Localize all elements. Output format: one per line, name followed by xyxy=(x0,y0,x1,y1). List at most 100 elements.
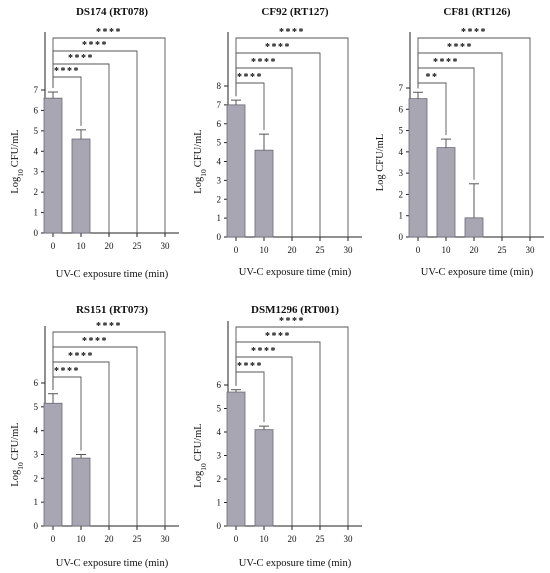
y-tick-label: 8 xyxy=(217,81,222,91)
significance-label: **** xyxy=(251,346,277,357)
x-tick-label: 25 xyxy=(498,245,508,255)
significance-label: **** xyxy=(237,361,263,372)
y-tick-label: 3 xyxy=(217,451,222,461)
x-axis-label: UV-C exposure time (min) xyxy=(239,558,352,569)
x-tick-label: 0 xyxy=(234,245,239,255)
y-tick-label: 7 xyxy=(217,100,222,110)
bar xyxy=(254,429,274,527)
significance-label: ** xyxy=(426,72,439,83)
significance-bracket xyxy=(235,37,349,237)
bar xyxy=(71,138,91,234)
y-tick-label: 2 xyxy=(399,189,404,199)
x-tick-label: 25 xyxy=(316,245,326,255)
y-tick-label: 3 xyxy=(399,168,404,178)
y-tick-label: 6 xyxy=(34,105,39,115)
bar xyxy=(464,217,484,238)
x-tick-label: 25 xyxy=(133,241,143,251)
x-tick-label: 0 xyxy=(51,534,56,544)
y-tick-label: 0 xyxy=(34,228,39,238)
x-tick-label: 0 xyxy=(416,245,421,255)
x-tick-label: 0 xyxy=(234,534,239,544)
y-axis-label: Log10CFU/mL xyxy=(10,129,25,193)
y-tick-label: 0 xyxy=(217,232,222,242)
significance-label: **** xyxy=(68,351,94,362)
significance-label: **** xyxy=(461,27,487,38)
x-tick-label: 30 xyxy=(526,245,536,255)
x-tick-label: 0 xyxy=(51,241,56,251)
significance-label: **** xyxy=(96,321,122,332)
y-tick-label: 2 xyxy=(34,187,39,197)
y-axis-label: Log CFU/mL xyxy=(375,134,386,191)
significance-bracket xyxy=(417,37,531,237)
y-tick-label: 1 xyxy=(217,498,222,508)
y-tick-label: 3 xyxy=(34,167,39,177)
chart-panel-3: RS151 (RT073) 0 1 2 3 4 5 6 0 10 20 25 30 **** **** ***… xyxy=(10,304,179,569)
significance-label: **** xyxy=(265,331,291,342)
y-tick-label: 1 xyxy=(399,211,404,221)
significance-label: **** xyxy=(279,316,305,327)
y-tick-label: 4 xyxy=(217,427,222,437)
y-tick-label: 2 xyxy=(217,194,222,204)
bar xyxy=(71,457,91,527)
y-axis-label: Log10CFU/mL xyxy=(10,422,25,486)
y-tick-label: 6 xyxy=(399,104,404,114)
chart-panel-1: CF92 (RT127) 0 1 2 3 4 5 6 7 8 0 10 20 25 30 **** **** **… xyxy=(193,6,362,278)
chart-panel-0: DS174 (RT078) 0 1 2 3 4 5 6 7 0 10 20 25 30 **** **** **… xyxy=(10,6,179,280)
significance-bracket xyxy=(52,50,138,233)
x-tick-label: 25 xyxy=(133,534,143,544)
y-tick-label: 0 xyxy=(399,232,404,242)
significance-label: **** xyxy=(68,53,94,64)
bar xyxy=(408,98,428,238)
chart-title: DSM1296 (RT001) xyxy=(251,304,339,316)
x-tick-label: 20 xyxy=(105,534,115,544)
significance-label: **** xyxy=(251,57,277,68)
bar xyxy=(254,149,274,238)
significance-bracket xyxy=(235,326,349,526)
x-tick-label: 10 xyxy=(260,245,270,255)
x-tick-label: 30 xyxy=(344,534,354,544)
significance-label: **** xyxy=(54,366,80,377)
y-tick-label: 2 xyxy=(34,473,39,483)
y-tick-label: 7 xyxy=(34,85,39,95)
y-tick-label: 4 xyxy=(217,157,222,167)
x-tick-label: 20 xyxy=(288,534,298,544)
x-tick-label: 25 xyxy=(316,534,326,544)
y-tick-label: 6 xyxy=(34,378,39,388)
x-tick-label: 10 xyxy=(77,534,87,544)
significance-label: **** xyxy=(96,27,122,38)
chart-title: CF81 (RT126) xyxy=(443,6,510,18)
chart-title: CF92 (RT127) xyxy=(261,6,328,18)
x-tick-label: 20 xyxy=(105,241,115,251)
bar xyxy=(226,391,246,527)
x-tick-label: 30 xyxy=(344,245,354,255)
x-tick-label: 20 xyxy=(470,245,480,255)
bar xyxy=(43,97,63,234)
y-tick-label: 5 xyxy=(399,126,404,136)
x-axis-label: UV-C exposure time (min) xyxy=(56,269,169,280)
bar xyxy=(436,147,456,238)
x-tick-label: 30 xyxy=(161,241,171,251)
y-tick-label: 6 xyxy=(217,380,222,390)
significance-label: **** xyxy=(279,27,305,38)
significance-label: **** xyxy=(237,72,263,83)
significance-label: **** xyxy=(265,42,291,53)
y-tick-label: 5 xyxy=(34,126,39,136)
significance-label: **** xyxy=(82,336,108,347)
y-tick-label: 4 xyxy=(34,146,39,156)
y-tick-label: 5 xyxy=(34,402,39,412)
y-axis-label: Log10CFU/mL xyxy=(193,129,208,193)
y-tick-label: 0 xyxy=(34,521,39,531)
significance-bracket xyxy=(52,331,166,526)
y-tick-label: 4 xyxy=(34,426,39,436)
bar xyxy=(43,402,63,527)
x-axis-label: UV-C exposure time (min) xyxy=(56,558,169,569)
x-tick-label: 30 xyxy=(161,534,171,544)
x-tick-label: 10 xyxy=(260,534,270,544)
x-axis-label: UV-C exposure time (min) xyxy=(239,267,352,278)
chart-title: RS151 (RT073) xyxy=(76,304,148,316)
chart-title: DS174 (RT078) xyxy=(76,6,148,18)
y-tick-label: 3 xyxy=(34,450,39,460)
y-tick-label: 5 xyxy=(217,404,222,414)
